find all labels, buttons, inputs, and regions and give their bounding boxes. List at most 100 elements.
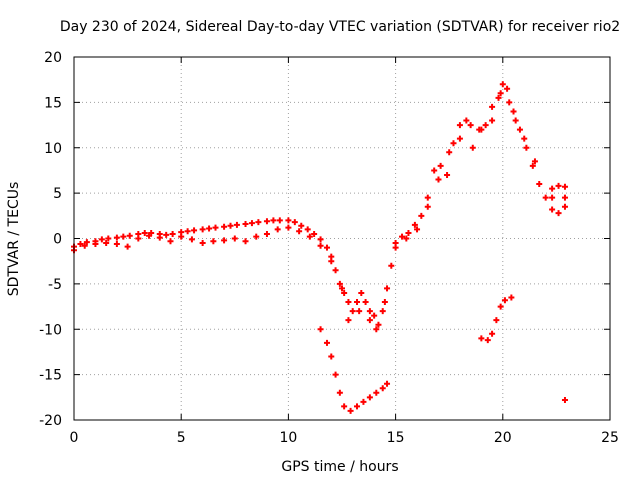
data-point xyxy=(489,103,496,110)
data-point xyxy=(463,117,470,124)
grid xyxy=(74,57,610,420)
data-point xyxy=(221,237,228,244)
data-point xyxy=(191,227,198,234)
data-point xyxy=(506,99,513,106)
y-tick-labels: -20 -15 -10 -5 0 5 10 15 20 xyxy=(39,50,62,429)
data-point xyxy=(561,397,568,404)
data-point xyxy=(497,303,504,310)
data-point xyxy=(456,135,463,142)
data-point xyxy=(561,183,568,190)
data-point xyxy=(384,380,391,387)
plot-frame xyxy=(73,56,611,421)
data-point xyxy=(347,407,354,414)
data-point xyxy=(399,233,406,240)
data-point xyxy=(362,299,369,306)
x-tick-label: 5 xyxy=(177,430,186,446)
data-point xyxy=(549,194,556,201)
data-point xyxy=(199,240,206,247)
data-point xyxy=(285,217,292,224)
data-point xyxy=(356,308,363,315)
data-point xyxy=(98,236,105,243)
data-point xyxy=(328,353,335,360)
data-point xyxy=(508,294,515,301)
data-point xyxy=(332,371,339,378)
data-point xyxy=(188,236,195,243)
data-point xyxy=(403,235,410,242)
data-point xyxy=(424,194,431,201)
data-point xyxy=(381,299,388,306)
data-point xyxy=(542,194,549,201)
data-point xyxy=(263,230,270,237)
data-point xyxy=(255,219,262,226)
data-point xyxy=(242,220,249,227)
data-point xyxy=(291,219,298,226)
data-point xyxy=(482,122,489,129)
data-point xyxy=(336,280,343,287)
data-point xyxy=(450,140,457,147)
data-point xyxy=(358,289,365,296)
data-point xyxy=(478,126,485,133)
data-point xyxy=(495,94,502,101)
data-point xyxy=(431,167,438,174)
data-point xyxy=(411,221,418,228)
data-point xyxy=(510,108,517,115)
data-point xyxy=(323,244,330,251)
data-point xyxy=(206,225,213,232)
data-point xyxy=(469,144,476,151)
y-tick-label: 20 xyxy=(44,50,62,66)
data-point xyxy=(328,258,335,265)
chart-title: Day 230 of 2024, Sidereal Day-to-day VTE… xyxy=(60,19,620,35)
data-point xyxy=(311,230,318,237)
data-point xyxy=(521,135,528,142)
data-point xyxy=(341,289,348,296)
data-point xyxy=(345,299,352,306)
data-point xyxy=(379,385,386,392)
data-point xyxy=(516,126,523,133)
data-point xyxy=(221,223,228,230)
data-point xyxy=(489,117,496,124)
data-point xyxy=(306,233,313,240)
data-point xyxy=(169,230,176,237)
data-point xyxy=(379,308,386,315)
y-tick-label: -20 xyxy=(39,413,62,429)
data-point xyxy=(555,182,562,189)
data-point xyxy=(424,203,431,210)
data-point xyxy=(373,326,380,333)
data-point xyxy=(354,299,361,306)
data-point xyxy=(304,226,311,233)
data-point xyxy=(366,394,373,401)
y-axis-title: SDTVAR / TECUs xyxy=(6,182,22,297)
data-point xyxy=(561,194,568,201)
data-point xyxy=(371,312,378,319)
data-point xyxy=(263,218,270,225)
data-point xyxy=(523,144,530,151)
data-point xyxy=(388,262,395,269)
data-point xyxy=(478,335,485,342)
data-point xyxy=(156,234,163,241)
data-point xyxy=(414,226,421,233)
y-tick-label: -5 xyxy=(48,277,62,293)
data-point xyxy=(253,233,260,240)
data-point xyxy=(120,233,127,240)
data-point xyxy=(231,235,238,242)
data-point xyxy=(444,171,451,178)
data-point xyxy=(366,308,373,315)
data-point xyxy=(270,217,277,224)
data-point xyxy=(92,240,99,247)
data-point xyxy=(83,239,90,246)
data-points xyxy=(71,81,568,414)
data-point xyxy=(126,232,133,239)
data-point xyxy=(375,321,382,328)
data-point xyxy=(536,181,543,188)
data-point xyxy=(446,149,453,156)
data-point xyxy=(199,226,206,233)
data-point xyxy=(317,242,324,249)
data-point xyxy=(113,240,120,247)
data-point xyxy=(484,337,491,344)
data-point xyxy=(77,240,84,247)
x-tick-label: 20 xyxy=(494,430,512,446)
data-point xyxy=(285,224,292,231)
data-point xyxy=(81,242,88,249)
data-point xyxy=(354,403,361,410)
data-point xyxy=(135,235,142,242)
